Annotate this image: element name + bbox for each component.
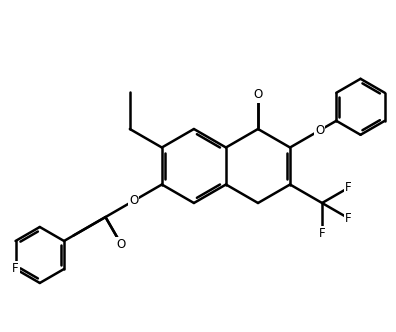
Text: O: O: [116, 238, 126, 251]
Text: O: O: [315, 124, 324, 137]
Text: O: O: [129, 194, 138, 207]
Text: F: F: [319, 227, 326, 240]
Text: F: F: [12, 263, 19, 276]
Text: F: F: [345, 212, 352, 225]
Text: F: F: [345, 181, 352, 194]
Text: O: O: [253, 88, 263, 102]
